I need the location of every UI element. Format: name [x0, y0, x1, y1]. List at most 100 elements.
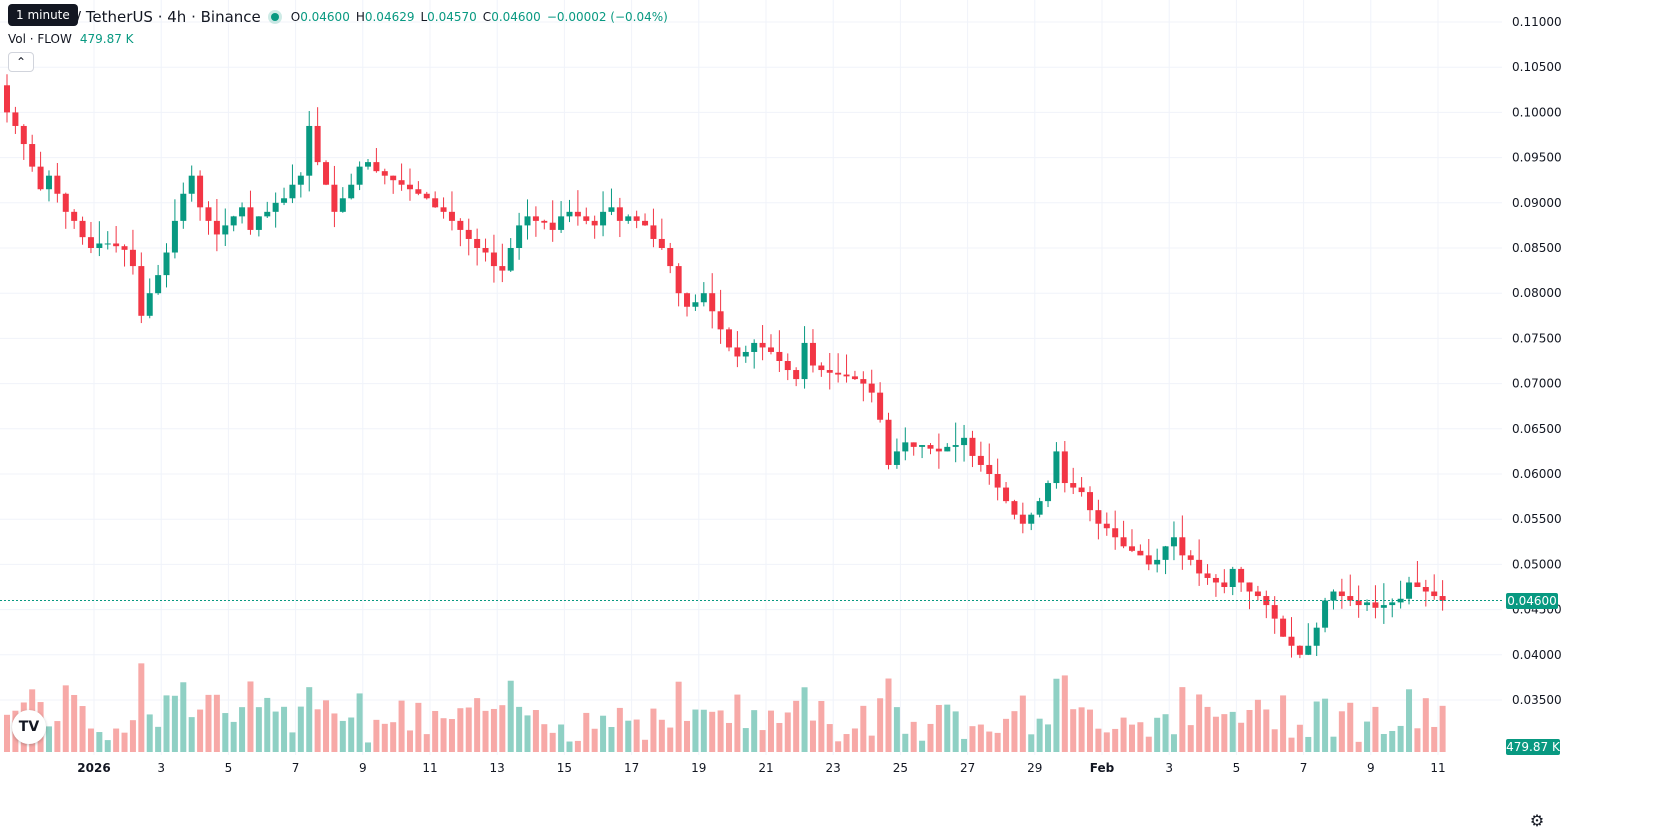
- open-value: 0.04600: [300, 10, 350, 24]
- volume-bar: [306, 687, 313, 752]
- volume-bar: [566, 741, 573, 752]
- candle-body: [20, 125, 27, 145]
- price-axis[interactable]: 0.11000 0.10500 0.10000 0.09500 0.09000 0.085…: [1512, 15, 1562, 707]
- symbol-title[interactable]: / TetherUS · 4h · Binance: [76, 8, 261, 26]
- volume-bar: [616, 707, 623, 752]
- time-tick-label: 23: [826, 761, 841, 775]
- volume-bar: [860, 705, 867, 752]
- candle-body: [809, 342, 816, 366]
- price-tick-label: 0.05000: [1512, 557, 1562, 571]
- candle-body: [1229, 568, 1236, 587]
- volume-bar: [45, 726, 52, 752]
- high-key: H: [355, 10, 365, 24]
- volume-bar: [776, 722, 783, 752]
- price-tick-label: 0.04000: [1512, 648, 1562, 662]
- time-tick-label: 9: [1367, 761, 1375, 775]
- time-tick-label: 5: [225, 761, 233, 775]
- volume-bar: [1154, 717, 1161, 752]
- volume-bar: [843, 734, 850, 752]
- candle-body: [365, 162, 371, 167]
- volume-bar: [944, 704, 951, 752]
- candle-body: [826, 370, 833, 373]
- gear-icon[interactable]: ⚙: [1529, 811, 1545, 830]
- price-tick-label: 0.05500: [1512, 512, 1562, 526]
- candle-body: [356, 166, 363, 185]
- market-status-icon: [270, 13, 279, 21]
- volume-bar: [717, 710, 724, 752]
- candle-body: [1380, 605, 1387, 608]
- volume-bar: [415, 702, 422, 752]
- volume-bar: [658, 719, 665, 752]
- volume-bar: [1179, 687, 1186, 752]
- volume-bar: [633, 719, 640, 752]
- chevron-up-icon: ⌃: [15, 55, 27, 69]
- candle-body: [71, 211, 78, 221]
- candle-body: [532, 216, 539, 221]
- symbol-legend[interactable]: / TetherUS · 4h · Binance O0.04600 H0.04…: [8, 8, 668, 26]
- volume-bar: [583, 712, 590, 752]
- candle-body: [658, 238, 665, 248]
- volume-bar: [54, 721, 61, 752]
- tradingview-logo-icon[interactable]: TV: [12, 710, 46, 744]
- time-tick-label: 9: [359, 761, 367, 775]
- candle-body: [767, 347, 774, 352]
- volume-bar: [1212, 716, 1219, 752]
- candle-body: [121, 246, 128, 250]
- volume-bar: [692, 709, 699, 752]
- time-tick-label: 15: [557, 761, 572, 775]
- volume-bar: [440, 718, 447, 752]
- volume-bar: [994, 732, 1001, 752]
- candle-body: [616, 207, 623, 221]
- volume-bar: [608, 727, 615, 752]
- volume-bar: [574, 740, 581, 752]
- candle-body: [373, 162, 380, 172]
- candle-body: [230, 216, 237, 226]
- volume-bar: [1011, 711, 1018, 752]
- volume-bar: [1128, 724, 1135, 752]
- price-tick-label: 0.10500: [1512, 60, 1562, 74]
- candle-body: [667, 248, 674, 267]
- ohlc-values: O0.04600 H0.04629 L0.04570 C0.04600 −0.0…: [291, 10, 668, 24]
- candle-body: [700, 293, 707, 303]
- volume-bar: [675, 681, 682, 752]
- volume-bar: [482, 710, 489, 752]
- volume-bar: [146, 714, 153, 752]
- volume-legend[interactable]: Vol · FLOW 479.87 K: [8, 32, 134, 46]
- volume-bar: [188, 717, 195, 752]
- volume-bar: [406, 730, 413, 752]
- candle-body: [541, 220, 548, 223]
- candle-body: [1028, 514, 1035, 524]
- volume-bar: [281, 706, 288, 752]
- volume-bar: [1305, 736, 1312, 752]
- volume-bar: [1313, 701, 1320, 752]
- volume-bar: [1229, 711, 1236, 752]
- candle-body: [549, 222, 556, 230]
- volume-bar: [1162, 714, 1169, 752]
- volume-bar: [239, 707, 246, 752]
- volume-bar: [1263, 709, 1270, 752]
- volume-bar: [751, 710, 758, 752]
- volume-bar: [1120, 717, 1127, 752]
- candle-body: [1137, 550, 1144, 556]
- time-axis[interactable]: 2026 3 5 7 9 11 13 15 17 19 21 23 25 27 29 Feb 3 5 7 9 11: [77, 761, 1445, 775]
- price-tick-label: 0.09500: [1512, 151, 1562, 165]
- volume-bar: [1406, 689, 1413, 752]
- time-tick-label: 29: [1027, 761, 1042, 775]
- collapse-legend-button[interactable]: ⌃: [8, 52, 34, 72]
- candle-body: [1045, 483, 1052, 502]
- volume-bar: [809, 720, 816, 752]
- volume-bar: [1204, 706, 1211, 752]
- candle-body: [255, 216, 262, 230]
- candle-body: [465, 229, 472, 239]
- candle-body: [79, 220, 86, 238]
- candle-body: [1355, 600, 1362, 606]
- candle-body: [885, 419, 892, 465]
- candle-body: [784, 361, 791, 371]
- candle-body: [1212, 577, 1219, 583]
- candle-body: [600, 211, 607, 226]
- volume-bar: [356, 693, 363, 752]
- candle-body: [851, 376, 858, 380]
- candle-body: [1162, 546, 1169, 560]
- volume-bar: [885, 678, 892, 752]
